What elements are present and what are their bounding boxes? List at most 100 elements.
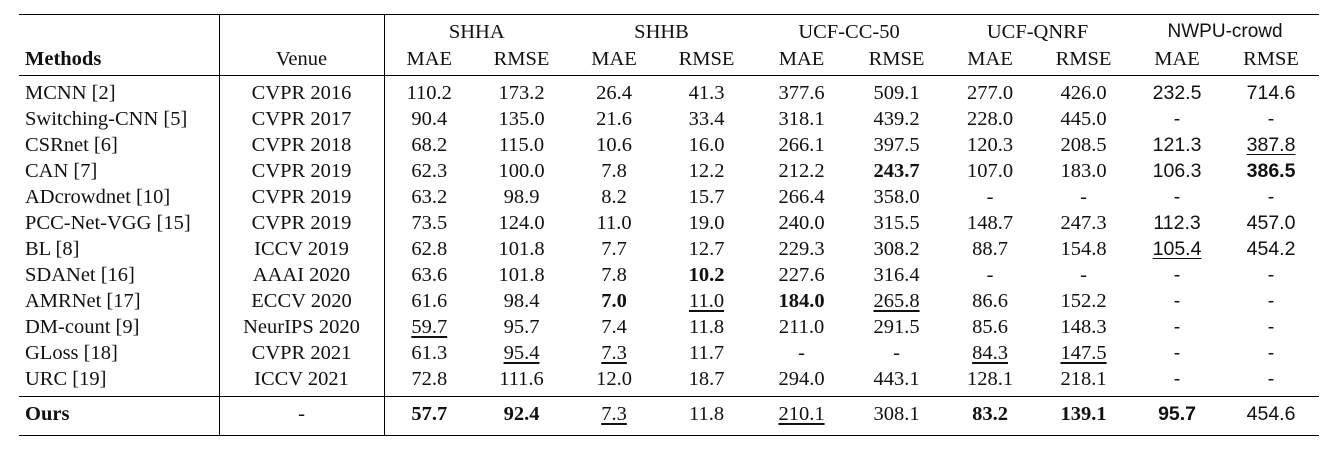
value-cell: 7.0 <box>601 290 627 312</box>
value-cell: 61.6 <box>383 288 474 314</box>
value-cell: - <box>798 342 805 364</box>
value-cell: - <box>1267 290 1275 312</box>
value-cell: - <box>986 264 994 286</box>
ours-value-cell: 95.7 <box>1131 396 1224 436</box>
value-cell: - <box>1080 264 1087 286</box>
value-cell: 173.2 <box>474 75 570 106</box>
value-cell: 98.9 <box>503 186 540 208</box>
value-cell: 106.3 <box>1152 160 1202 182</box>
dataset-header-ucf-qnrf: UCF-QNRF <box>986 20 1089 43</box>
table-row: CAN [7] CVPR 2019 62.3 100.0 7.8 12.2 212.2 243… <box>19 158 1319 184</box>
value-cell: 59.7 <box>383 314 474 340</box>
value-cell: 12.0 <box>596 368 632 390</box>
value-cell: 41.3 <box>659 75 755 106</box>
value-cell: 110.2 <box>383 75 474 106</box>
value-cell: 85.6 <box>972 316 1008 338</box>
value-cell: - <box>986 186 994 208</box>
dataset-header-shha: SHHA <box>448 20 505 43</box>
ours-value-cell: 308.1 <box>849 396 945 436</box>
value-cell: 98.4 <box>503 290 540 312</box>
value-cell: 247.3 <box>1060 212 1107 234</box>
value-cell: 358.0 <box>873 186 920 208</box>
value-cell: 63.6 <box>383 262 474 288</box>
value-cell: 90.4 <box>383 106 474 132</box>
venue-cell: CVPR 2019 <box>218 210 384 236</box>
value-cell: - <box>1173 368 1181 390</box>
value-cell: 308.2 <box>873 238 920 260</box>
method-cell: ADcrowdnet [10] <box>25 186 171 208</box>
value-cell: 386.5 <box>1246 160 1296 182</box>
value-cell: 7.8 <box>601 264 627 286</box>
method-cell: Switching-CNN [5] <box>25 108 188 130</box>
value-cell: 84.3 <box>972 342 1008 364</box>
header-row-datasets: SHHA SHHB UCF-CC-50 UCF-QNRF NWPU-crowd <box>19 14 1320 45</box>
rmse-header: RMSE <box>868 48 925 70</box>
method-cell: AMRNet [17] <box>25 290 141 312</box>
value-cell: 107.0 <box>966 160 1014 182</box>
value-cell: 315.5 <box>873 212 920 234</box>
value-cell: 86.6 <box>972 290 1008 312</box>
header-row-metrics: Methods Venue MAE RMSE MAE RMSE MAE RMSE… <box>19 45 1319 76</box>
value-cell: 135.0 <box>498 108 545 130</box>
venue-header: Venue <box>218 45 384 76</box>
value-cell: 265.8 <box>873 290 920 312</box>
value-cell: 439.2 <box>873 108 920 130</box>
value-cell: 7.8 <box>601 160 627 182</box>
value-cell: 105.4 <box>1152 238 1202 260</box>
value-cell: 148.3 <box>1060 316 1107 338</box>
method-cell: Ours <box>19 396 219 436</box>
value-cell: 211.0 <box>778 316 825 338</box>
value-cell: 16.0 <box>688 134 725 156</box>
value-cell: 208.5 <box>1060 134 1107 156</box>
ours-body: Ours - 57.7 92.4 7.3 11.8 210.1 308.1 83… <box>19 396 1320 436</box>
value-cell: 426.0 <box>1036 75 1132 106</box>
value-cell: 63.2 <box>383 184 474 210</box>
value-cell: 95.7 <box>503 316 540 338</box>
value-cell: - <box>1173 316 1181 338</box>
value-cell: - <box>1080 186 1087 208</box>
value-cell: 266.1 <box>778 134 825 156</box>
value-cell: 212.2 <box>778 160 825 182</box>
value-cell: 218.1 <box>1060 368 1107 390</box>
method-cell: PCC-Net-VGG [15] <box>25 212 191 234</box>
venue-cell: CVPR 2016 <box>218 75 384 106</box>
value-cell: 148.7 <box>966 212 1014 234</box>
value-cell: 7.7 <box>601 238 627 260</box>
rmse-header: RMSE <box>1243 48 1299 70</box>
rmse-header: RMSE <box>493 48 550 70</box>
mae-header: MAE <box>1154 48 1200 70</box>
value-cell: 12.7 <box>688 238 725 260</box>
value-cell: 73.5 <box>383 210 474 236</box>
table-row: PCC-Net-VGG [15] CVPR 2019 73.5 124.0 11.0 19… <box>19 210 1319 236</box>
table-row: AMRNet [17] ECCV 2020 61.6 98.4 7.0 11.0 184.0… <box>19 288 1319 314</box>
value-cell: 154.8 <box>1060 238 1107 260</box>
value-cell: 11.0 <box>688 290 725 312</box>
method-cell: MCNN [2] <box>19 75 219 106</box>
venue-cell: CVPR 2018 <box>218 132 384 158</box>
value-cell: - <box>1173 342 1181 364</box>
results-body: MCNN [2] CVPR 2016 110.2 173.2 26.4 41.3 377.6… <box>19 75 1320 397</box>
value-cell: 120.3 <box>966 134 1014 156</box>
value-cell: 128.1 <box>966 368 1014 390</box>
value-cell: 318.1 <box>778 108 825 130</box>
value-cell: 277.0 <box>944 75 1037 106</box>
table-row: ADcrowdnet [10] CVPR 2019 63.2 98.9 8.2 15.7 2… <box>19 184 1319 210</box>
value-cell: - <box>1267 316 1275 338</box>
value-cell: 232.5 <box>1131 75 1224 106</box>
venue-cell: AAAI 2020 <box>218 262 384 288</box>
value-cell: 266.4 <box>778 186 825 208</box>
value-cell: 72.8 <box>383 366 474 397</box>
value-cell: - <box>1173 290 1181 312</box>
value-cell: 184.0 <box>778 290 825 312</box>
value-cell: - <box>1267 264 1275 286</box>
table-row: SDANet [16] AAAI 2020 63.6 101.8 7.8 10.2 227.… <box>19 262 1319 288</box>
value-cell: 61.3 <box>383 340 474 366</box>
value-cell: 11.8 <box>688 316 725 338</box>
mae-header: MAE <box>778 48 825 70</box>
value-cell: 101.8 <box>498 238 545 260</box>
value-cell: 240.0 <box>778 212 825 234</box>
venue-cell: ICCV 2021 <box>218 366 384 397</box>
method-cell: URC [19] <box>25 368 107 390</box>
value-cell: 101.8 <box>498 264 545 286</box>
value-cell: - <box>1267 108 1275 130</box>
